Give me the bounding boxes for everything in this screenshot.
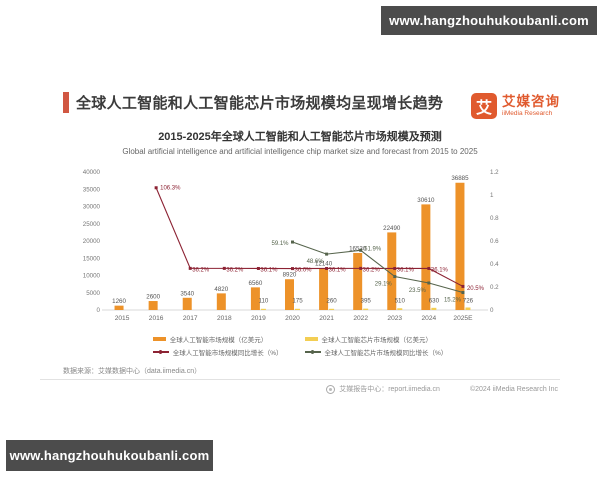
svg-text:1260: 1260 bbox=[112, 298, 126, 305]
svg-text:30610: 30610 bbox=[417, 197, 435, 204]
watermark-url: www.hangzhouhukoubanli.com bbox=[389, 13, 589, 28]
svg-text:15.2%: 15.2% bbox=[444, 298, 462, 304]
svg-text:2024: 2024 bbox=[422, 315, 437, 322]
iimedia-logo-text: 艾媒咨询 iiMedia Research bbox=[502, 94, 560, 117]
svg-text:0: 0 bbox=[97, 307, 101, 314]
svg-text:0.4: 0.4 bbox=[490, 261, 499, 268]
svg-text:10000: 10000 bbox=[83, 273, 101, 280]
svg-text:2022: 2022 bbox=[353, 315, 368, 322]
svg-text:36.0%: 36.0% bbox=[295, 268, 313, 274]
combo-chart: 0 5000 10000 15000 20000 25000 30000 35000 40000… bbox=[83, 169, 499, 322]
chart-title: 2015-2025年全球人工智能和人工智能芯片市场规模及预测 bbox=[158, 131, 442, 143]
logo-name-en: iiMedia Research bbox=[502, 109, 553, 117]
svg-text:40000: 40000 bbox=[83, 169, 101, 176]
legend-label: 全球人工智能市场规模（亿美元） bbox=[169, 337, 268, 344]
legend-bar-swatch bbox=[304, 337, 318, 341]
svg-text:0.8: 0.8 bbox=[490, 215, 499, 222]
svg-text:8920: 8920 bbox=[283, 272, 297, 279]
svg-text:36.2%: 36.2% bbox=[226, 267, 244, 273]
svg-text:2019: 2019 bbox=[251, 315, 266, 322]
svg-text:2016: 2016 bbox=[149, 315, 164, 322]
svg-text:3540: 3540 bbox=[180, 290, 194, 297]
svg-text:0.2: 0.2 bbox=[490, 284, 499, 291]
legend-label: 全球人工智能芯片市场规模同比增长（%） bbox=[324, 350, 448, 357]
svg-text:6560: 6560 bbox=[249, 280, 263, 287]
legend-item: 全球人工智能芯片市场规模（亿美元） bbox=[304, 334, 433, 344]
chart-legend: 全球人工智能市场规模（亿美元） 全球人工智能芯片市场规模（亿美元） 全球人工智能市场… bbox=[40, 334, 560, 357]
svg-text:30000: 30000 bbox=[83, 204, 101, 211]
legend-item: 全球人工智能市场规模同比增长（%） bbox=[152, 347, 283, 357]
svg-text:48.6%: 48.6% bbox=[307, 259, 325, 265]
watermark-banner-top: www.hangzhouhukoubanli.com bbox=[381, 6, 597, 35]
svg-text:2023: 2023 bbox=[387, 315, 402, 322]
svg-text:630: 630 bbox=[429, 298, 440, 305]
svg-text:2018: 2018 bbox=[217, 315, 232, 322]
svg-text:36.2%: 36.2% bbox=[363, 267, 381, 273]
legend-line-swatch bbox=[304, 350, 321, 353]
watermark-url: www.hangzhouhukoubanli.com bbox=[9, 448, 210, 463]
iimedia-logo-icon: 艾 bbox=[471, 93, 497, 119]
svg-text:23.5%: 23.5% bbox=[409, 288, 427, 294]
svg-text:36.2%: 36.2% bbox=[192, 267, 210, 273]
svg-text:35000: 35000 bbox=[83, 186, 101, 193]
svg-text:25000: 25000 bbox=[83, 221, 101, 228]
svg-text:110: 110 bbox=[258, 298, 268, 305]
svg-text:510: 510 bbox=[395, 298, 406, 305]
copyright: ©2024 iiMedia Research Inc bbox=[469, 385, 558, 393]
svg-text:106.3%: 106.3% bbox=[160, 185, 181, 191]
title-accent-bar bbox=[63, 92, 69, 113]
svg-text:20000: 20000 bbox=[83, 238, 101, 245]
svg-text:0: 0 bbox=[490, 307, 494, 314]
svg-text:36.1%: 36.1% bbox=[397, 267, 415, 273]
report-header: 全球人工智能和人工智能芯片市场规模均呈现增长趋势 艾 艾媒咨询 iiMedia … bbox=[40, 92, 560, 119]
svg-text:36.1%: 36.1% bbox=[329, 267, 347, 273]
svg-text:29.1%: 29.1% bbox=[375, 282, 393, 288]
svg-text:2600: 2600 bbox=[146, 294, 160, 301]
svg-text:12140: 12140 bbox=[315, 261, 333, 268]
svg-text:175: 175 bbox=[292, 298, 303, 305]
chart-subtitle: Global artificial intelligence and artif… bbox=[122, 147, 478, 156]
svg-text:15000: 15000 bbox=[83, 255, 101, 262]
logo-name-cn: 艾媒咨询 bbox=[502, 94, 560, 109]
footer-row: 艾媒报告中心：report.iimedia.cn ©2024 iiMedia R… bbox=[40, 384, 560, 394]
legend-label: 全球人工智能芯片市场规模（亿美元） bbox=[321, 337, 433, 344]
svg-text:59.1%: 59.1% bbox=[271, 241, 289, 247]
svg-text:2020: 2020 bbox=[285, 315, 300, 322]
svg-text:51.9%: 51.9% bbox=[364, 246, 382, 252]
iimedia-report-icon bbox=[326, 384, 336, 394]
svg-text:2015: 2015 bbox=[115, 315, 130, 322]
report-title: 全球人工智能和人工智能芯片市场规模均呈现增长趋势 bbox=[76, 95, 444, 112]
svg-text:260: 260 bbox=[326, 298, 337, 305]
report-title-block: 全球人工智能和人工智能芯片市场规模均呈现增长趋势 bbox=[63, 92, 443, 113]
legend-label: 全球人工智能市场规模同比增长（%） bbox=[172, 350, 283, 357]
svg-text:1: 1 bbox=[490, 192, 494, 199]
svg-text:36885: 36885 bbox=[451, 175, 469, 182]
watermark-banner-bottom: www.hangzhouhukoubanli.com bbox=[6, 440, 213, 471]
svg-text:2017: 2017 bbox=[183, 315, 198, 322]
svg-text:395: 395 bbox=[361, 298, 372, 305]
report-center-link: 艾媒报告中心：report.iimedia.cn bbox=[339, 386, 440, 393]
report-card: 全球人工智能和人工智能芯片市场规模均呈现增长趋势 艾 艾媒咨询 iiMedia … bbox=[40, 92, 560, 394]
svg-text:20.5%: 20.5% bbox=[467, 286, 485, 292]
svg-text:2025E: 2025E bbox=[453, 315, 473, 322]
svg-text:22490: 22490 bbox=[383, 225, 401, 232]
svg-text:36.1%: 36.1% bbox=[431, 267, 449, 273]
svg-text:4820: 4820 bbox=[214, 286, 228, 293]
footer-divider bbox=[40, 379, 560, 380]
legend-item: 全球人工智能芯片市场规模同比增长（%） bbox=[304, 347, 448, 357]
svg-text:16530: 16530 bbox=[349, 245, 367, 252]
data-source: 数据来源：艾媒数据中心（data.iimedia.cn） bbox=[63, 368, 202, 375]
svg-text:1.2: 1.2 bbox=[490, 169, 499, 176]
legend-line-swatch bbox=[152, 350, 169, 353]
svg-text:36.1%: 36.1% bbox=[260, 267, 278, 273]
svg-text:2021: 2021 bbox=[319, 315, 334, 322]
svg-text:5000: 5000 bbox=[86, 290, 100, 297]
iimedia-logo: 艾 艾媒咨询 iiMedia Research bbox=[471, 93, 560, 119]
svg-text:0.6: 0.6 bbox=[490, 238, 499, 245]
legend-item: 全球人工智能市场规模（亿美元） bbox=[152, 334, 268, 344]
svg-text:726: 726 bbox=[463, 298, 474, 305]
legend-bar-swatch bbox=[152, 337, 166, 341]
